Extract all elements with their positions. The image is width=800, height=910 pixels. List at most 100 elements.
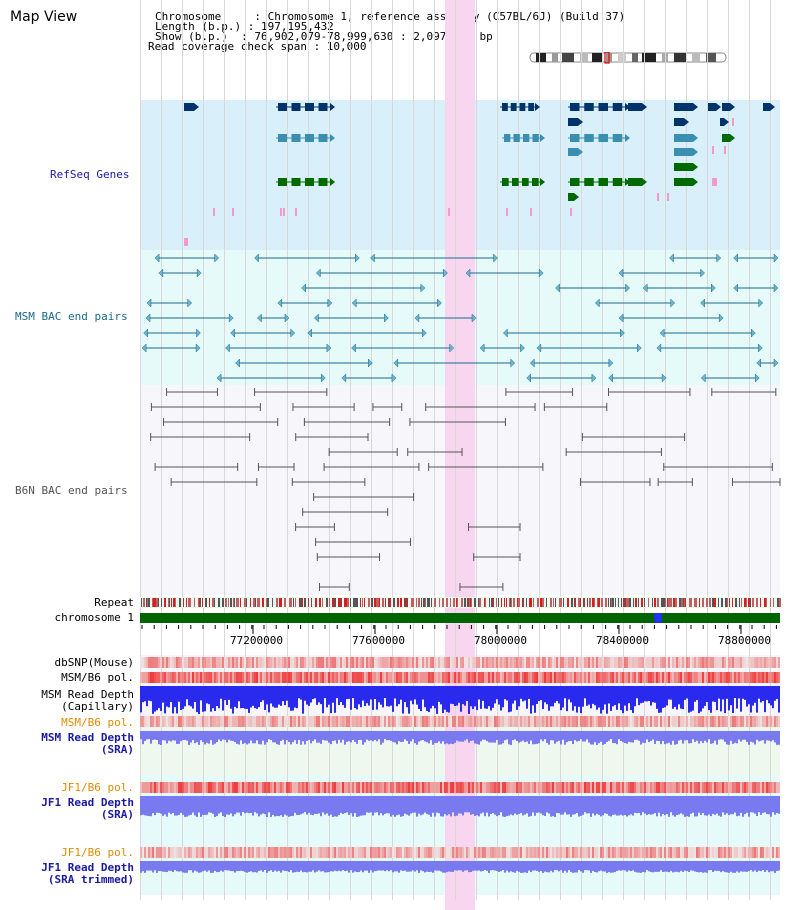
refseq-marker <box>712 178 717 186</box>
polymorphism-bin <box>584 657 586 668</box>
read-depth-bin <box>690 731 692 744</box>
repeat-element <box>732 598 733 607</box>
polymorphism-bin <box>736 672 738 683</box>
polymorphism-bin <box>444 847 446 858</box>
polymorphism-bin <box>382 782 384 793</box>
read-depth-bin <box>558 686 560 704</box>
polymorphism-bin <box>180 782 182 793</box>
polymorphism-bin <box>676 716 678 727</box>
read-depth-bin <box>462 796 464 816</box>
polymorphism-bin <box>430 657 432 668</box>
read-depth-bin <box>282 861 284 871</box>
polymorphism-bin <box>258 657 260 668</box>
polymorphism-bin <box>516 657 518 668</box>
polymorphism-bin <box>662 672 664 683</box>
polymorphism-bin <box>352 716 354 727</box>
repeat-element <box>484 598 485 607</box>
read-depth-bin <box>758 861 760 871</box>
polymorphism-bin <box>372 782 374 793</box>
polymorphism-bin <box>388 657 390 668</box>
polymorphism-bin <box>694 657 696 668</box>
polymorphism-bin <box>452 782 454 793</box>
polymorphism-bin <box>516 716 518 727</box>
read-depth-bin <box>198 686 200 714</box>
read-depth-bin <box>402 796 404 817</box>
gene-exon <box>291 178 301 186</box>
polymorphism-bin <box>382 716 384 727</box>
read-depth-bin <box>666 686 668 706</box>
read-depth-bin <box>500 861 502 872</box>
polymorphism-bin <box>340 672 342 683</box>
read-depth-bin <box>588 731 590 743</box>
polymorphism-bin <box>746 716 748 727</box>
repeat-element <box>344 598 346 607</box>
polymorphism-bin <box>244 847 246 858</box>
read-depth-bin <box>246 686 248 709</box>
polymorphism-bin <box>224 672 226 683</box>
read-depth-bin <box>740 861 742 872</box>
polymorphism-bin <box>224 847 226 858</box>
polymorphism-bin <box>438 657 440 668</box>
polymorphism-bin <box>634 716 636 727</box>
bac-end <box>351 343 356 353</box>
polymorphism-bin <box>362 657 364 668</box>
read-depth-bin <box>740 796 742 813</box>
polymorphism-bin <box>344 672 346 683</box>
polymorphism-bin <box>728 847 730 858</box>
read-depth-bin <box>336 796 338 817</box>
read-depth-bin <box>304 796 306 813</box>
gene-exon <box>674 134 693 142</box>
read-depth-bin <box>362 731 364 745</box>
gene-strand-arrow <box>330 178 335 186</box>
repeat-element <box>405 598 406 607</box>
polymorphism-bin <box>680 657 682 668</box>
read-depth-bin <box>640 731 642 745</box>
read-depth-bin <box>222 861 224 872</box>
repeat-element <box>580 598 581 607</box>
polymorphism-bin <box>236 657 238 668</box>
read-depth-bin <box>266 686 268 705</box>
polymorphism-bin <box>536 716 538 727</box>
polymorphism-bin <box>700 782 702 793</box>
polymorphism-bin <box>166 672 168 683</box>
polymorphism-bin <box>330 672 332 683</box>
polymorphism-bin <box>160 847 162 858</box>
bac-end <box>700 268 705 278</box>
read-depth-bin <box>692 796 694 813</box>
repeat-element <box>416 598 417 607</box>
repeat-element <box>469 598 470 607</box>
repeat-element <box>735 598 737 607</box>
read-depth-bin <box>502 861 504 871</box>
read-depth-bin <box>160 731 162 745</box>
read-depth-bin <box>534 796 536 816</box>
bac-end <box>700 373 706 383</box>
polymorphism-bin <box>656 657 658 668</box>
read-depth-bin <box>602 861 604 872</box>
polymorphism-bin <box>358 716 360 727</box>
polymorphism-bin <box>392 847 394 858</box>
polymorphism-bin <box>428 716 430 727</box>
polymorphism-bin <box>402 657 404 668</box>
polymorphism-bin <box>332 847 334 858</box>
polymorphism-bin <box>292 657 294 668</box>
polymorphism-bin <box>706 782 708 793</box>
polymorphism-bin <box>202 672 204 683</box>
read-depth-bin <box>470 686 472 707</box>
polymorphism-bin <box>746 782 748 793</box>
polymorphism-bin <box>492 847 494 858</box>
polymorphism-bin <box>294 672 296 683</box>
polymorphism-bin <box>558 716 560 727</box>
read-depth-bin <box>216 861 218 873</box>
read-depth-bin <box>182 796 184 815</box>
read-depth-bin <box>326 796 328 814</box>
read-depth-bin <box>674 686 676 707</box>
polymorphism-bin <box>462 657 464 668</box>
polymorphism-bin <box>452 657 454 668</box>
msm-depth-sra-sub: (SRA) <box>100 743 134 756</box>
polymorphism-bin <box>288 716 290 727</box>
read-depth-bin <box>266 731 268 743</box>
polymorphism-bin <box>420 657 422 668</box>
polymorphism-bin <box>652 716 654 727</box>
polymorphism-bin <box>548 716 550 727</box>
